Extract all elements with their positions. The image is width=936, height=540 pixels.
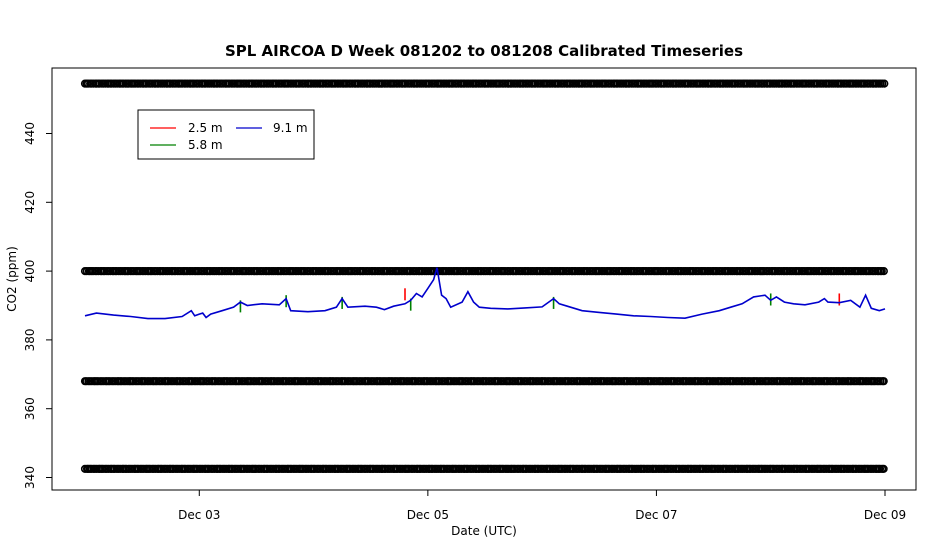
legend-label-1: 5.8 m bbox=[188, 138, 223, 152]
y-axis: 340 360 380 400 420 440 bbox=[23, 122, 52, 489]
y-tick-label-3: 400 bbox=[23, 260, 37, 283]
x-tick-label-3: Dec 09 bbox=[864, 508, 906, 522]
calibration-point bbox=[880, 79, 889, 88]
y-axis-label: CO2 (ppm) bbox=[5, 246, 19, 312]
x-axis-label: Date (UTC) bbox=[451, 524, 517, 538]
x-tick-label-0: Dec 03 bbox=[178, 508, 220, 522]
x-tick-label-2: Dec 07 bbox=[635, 508, 677, 522]
legend-label-0: 2.5 m bbox=[188, 121, 223, 135]
calibration-point bbox=[879, 464, 888, 474]
x-axis: Dec 03 Dec 05 Dec 07 Dec 09 bbox=[178, 490, 906, 522]
calibration-point bbox=[879, 267, 888, 276]
y-tick-label-1: 360 bbox=[23, 397, 37, 420]
y-tick-label-0: 340 bbox=[23, 466, 37, 489]
series-line-9-1m bbox=[84, 267, 886, 320]
x-tick-label-1: Dec 05 bbox=[407, 508, 449, 522]
y-tick-label-4: 420 bbox=[23, 191, 37, 214]
legend-box bbox=[137, 109, 315, 160]
y-tick-label-2: 380 bbox=[23, 328, 37, 351]
plot-frame bbox=[51, 67, 917, 491]
legend-label-2: 9.1 m bbox=[273, 121, 308, 135]
calibration-points bbox=[80, 79, 889, 474]
y-tick-label-5: 440 bbox=[23, 122, 37, 145]
chart-title: SPL AIRCOA D Week 081202 to 081208 Calib… bbox=[225, 42, 743, 60]
calibration-point bbox=[879, 377, 888, 386]
legend: 2.5 m 5.8 m 9.1 m bbox=[137, 109, 315, 160]
series-lines bbox=[84, 267, 886, 320]
